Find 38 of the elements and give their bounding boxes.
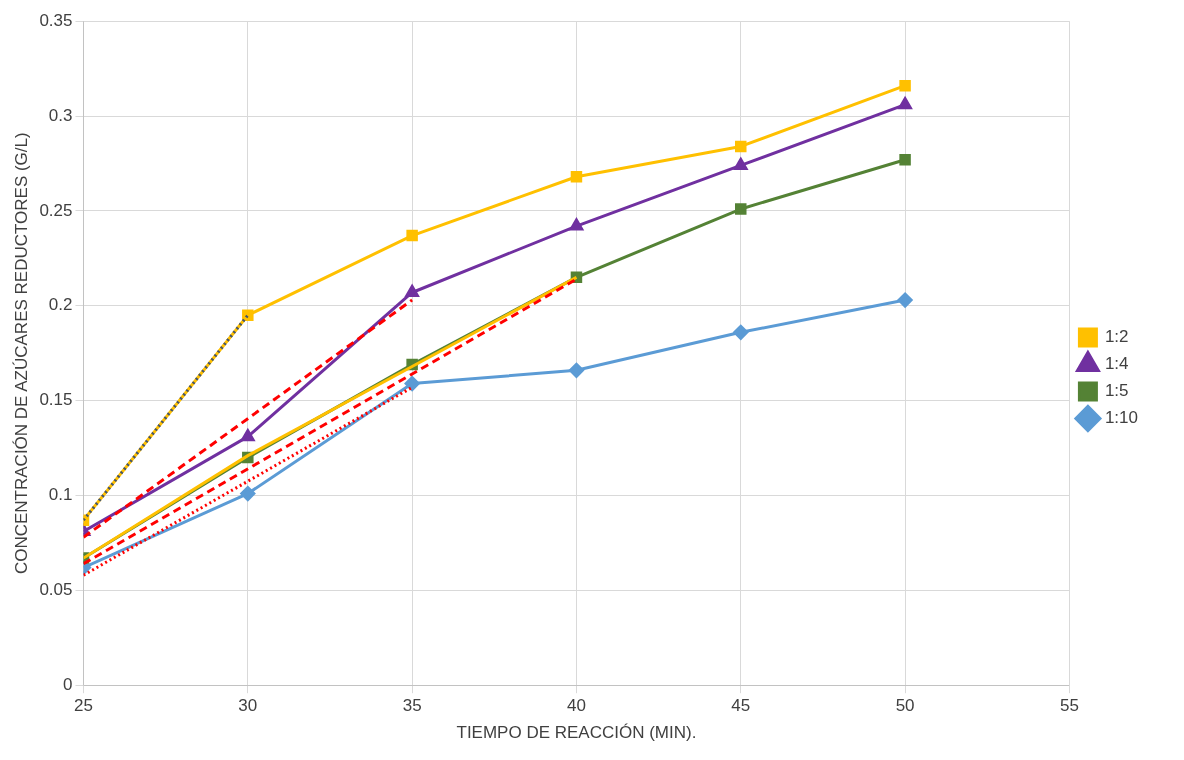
point <box>733 324 749 340</box>
y-axis-title: CONCENTRACIÓN DE AZÚCARES REDUCTORES (G/L) <box>11 132 31 575</box>
point <box>899 79 911 92</box>
x-tick-label: 35 <box>402 696 422 716</box>
point <box>735 203 747 215</box>
y-tick-label: 0 <box>63 674 73 694</box>
legend-label: 1:10 <box>1104 408 1139 428</box>
y-tick-label: 0.35 <box>39 10 73 30</box>
point <box>242 309 254 321</box>
point <box>569 218 584 231</box>
legend-label: 1:5 <box>1104 381 1129 401</box>
y-tick-label: 0.1 <box>48 485 73 505</box>
x-tick-label: 25 <box>74 696 93 716</box>
point <box>406 229 418 242</box>
x-tick-label: 45 <box>731 696 751 716</box>
point <box>899 153 911 166</box>
point <box>898 97 912 110</box>
x-tick-label: 30 <box>238 696 258 716</box>
point <box>405 284 419 297</box>
point <box>240 486 256 502</box>
point <box>570 171 583 183</box>
x-tick-label: 40 <box>566 696 586 716</box>
x-axis-title: TIEMPO DE REACCIÓN (MIN). <box>456 723 697 743</box>
point <box>241 429 255 442</box>
point <box>568 362 584 378</box>
y-tick-label: 0.25 <box>39 200 73 220</box>
x-tick-label: 50 <box>895 696 915 716</box>
y-tick-label: 0.15 <box>39 390 73 410</box>
point <box>735 140 747 153</box>
y-tick-label: 0.2 <box>48 295 73 315</box>
point <box>404 376 420 392</box>
x-tick-label: 55 <box>1059 696 1079 716</box>
legend-label: 1:4 <box>1104 354 1129 374</box>
point <box>734 157 748 170</box>
y-tick-label: 0.3 <box>48 105 73 125</box>
legend-label: 1:2 <box>1104 327 1129 347</box>
y-tick-label: 0.05 <box>39 580 73 600</box>
point <box>897 292 913 308</box>
